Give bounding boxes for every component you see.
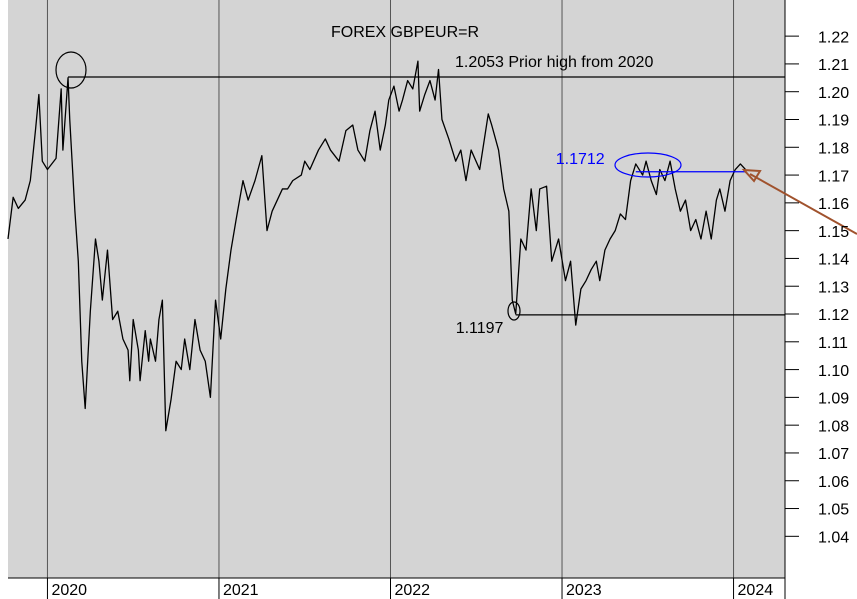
- y-tick-label: 1.16: [818, 196, 849, 213]
- plot-area: [8, 0, 785, 578]
- level-label: 1.2053 Prior high from 2020: [455, 54, 653, 71]
- x-tick-label: 2022: [394, 582, 430, 599]
- y-tick-label: 1.18: [818, 140, 849, 157]
- y-tick-label: 1.22: [818, 29, 849, 46]
- y-tick-label: 1.08: [818, 418, 849, 435]
- x-tick-label: 2023: [566, 582, 602, 599]
- y-tick-label: 1.07: [818, 446, 849, 463]
- y-tick-label: 1.06: [818, 474, 849, 491]
- y-tick-label: 1.04: [818, 530, 849, 547]
- y-tick-label: 1.20: [818, 85, 849, 102]
- x-tick-label: 2021: [223, 582, 259, 599]
- y-tick-label: 1.13: [818, 279, 849, 296]
- y-tick-label: 1.10: [818, 363, 849, 380]
- arrow-head: [741, 168, 762, 183]
- arrow: [749, 173, 857, 235]
- x-tick-label: 2024: [738, 582, 774, 599]
- level-label: 1.1712: [556, 151, 605, 168]
- low-circle: [507, 301, 521, 321]
- y-tick-label: 1.12: [818, 307, 849, 324]
- high-circle: [55, 51, 87, 89]
- y-tick-label: 1.21: [818, 57, 849, 74]
- y-tick-label: 1.05: [818, 502, 849, 519]
- y-tick-label: 1.17: [818, 168, 849, 185]
- chart-title: FOREX GBPEUR=R: [331, 24, 479, 41]
- level-label: 1.1197: [456, 320, 504, 337]
- resistance-circle: [614, 152, 682, 178]
- y-tick-label: 1.15: [818, 224, 849, 241]
- x-tick-label: 2020: [51, 582, 87, 599]
- y-tick-label: 1.11: [818, 335, 848, 352]
- y-tick-label: 1.19: [818, 113, 849, 130]
- marks: [7, 60, 785, 432]
- price-line: [7, 60, 747, 432]
- y-tick-label: 1.09: [818, 391, 849, 408]
- y-tick-label: 1.14: [818, 252, 849, 269]
